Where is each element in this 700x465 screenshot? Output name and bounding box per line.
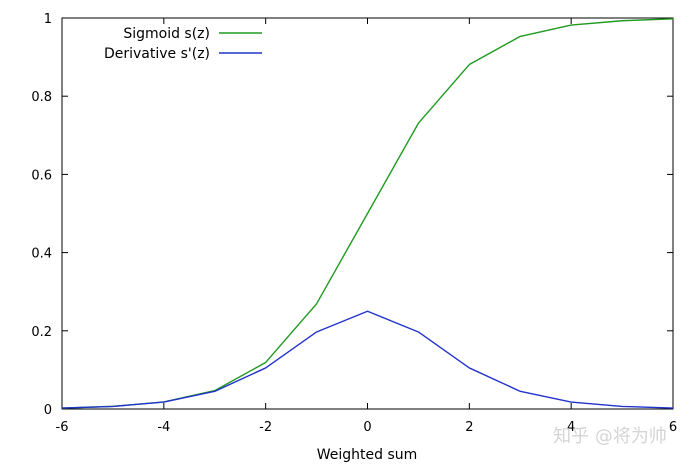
y-tick-label-4: 0.8 xyxy=(31,90,52,105)
y-tick-label-3: 0.6 xyxy=(31,168,52,183)
x-axis-title: Weighted sum xyxy=(317,447,418,463)
legend-label-1: Derivative s'(z) xyxy=(104,46,210,62)
legend-label-0: Sigmoid s(z) xyxy=(123,26,210,42)
y-tick-label-0: 0 xyxy=(44,403,52,418)
y-tick-label-2: 0.4 xyxy=(31,247,52,262)
watermark-text: 知乎 @将为帅 xyxy=(553,426,667,447)
y-tick-label-5: 1 xyxy=(44,12,52,27)
x-tick-label-3: 0 xyxy=(363,420,371,435)
x-tick-label-0: -6 xyxy=(56,420,69,435)
y-tick-label-1: 0.2 xyxy=(31,325,52,340)
x-tick-label-1: -4 xyxy=(157,420,170,435)
x-tick-label-4: 2 xyxy=(465,420,473,435)
series-line-1 xyxy=(61,310,674,409)
x-tick-label-5: 4 xyxy=(567,420,575,435)
x-tick-label-2: -2 xyxy=(259,420,272,435)
x-tick-label-6: 6 xyxy=(669,420,677,435)
plot-layer: -6 -4 -2 0 2 4 6 0 0.2 0.4 0.6 0.8 1 Sigmoid s(z) Deri… xyxy=(31,12,677,435)
